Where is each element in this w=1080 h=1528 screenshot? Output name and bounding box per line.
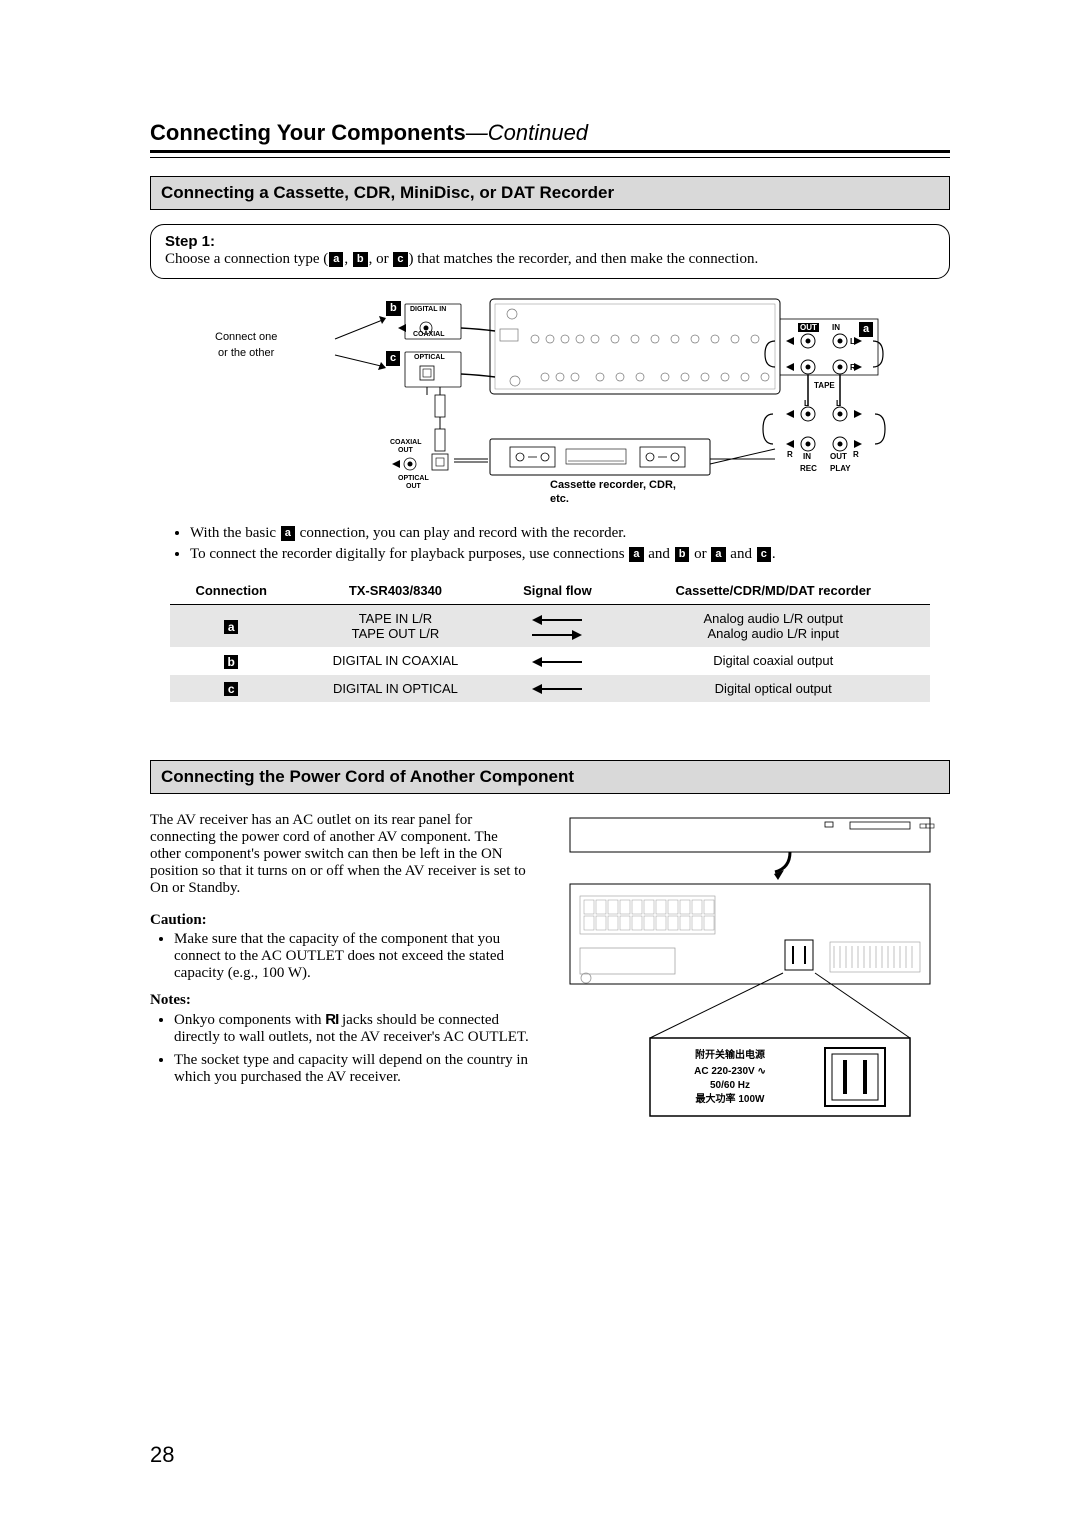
label-play: PLAY: [830, 464, 851, 473]
page-title: Connecting Your Components—Continued: [150, 120, 950, 146]
bullet-list: With the basic a connection, you can pla…: [170, 525, 950, 563]
bullet2-tag1: a: [629, 547, 643, 562]
tag-c: c: [393, 252, 407, 267]
connection-diagram: Connect one or the other b DIGITAL IN CO…: [210, 289, 890, 519]
caution-label: Caution:: [150, 912, 530, 929]
ac-line2: AC 220-230V ∿: [694, 1066, 766, 1077]
label-l1: L: [850, 337, 855, 346]
label-optical-out2: OUT: [406, 483, 421, 490]
notes-label: Notes:: [150, 992, 530, 1009]
diagram-tag-c: c: [386, 351, 400, 366]
label-coaxial-out: COAXIAL: [390, 439, 422, 446]
label-or-other: or the other: [218, 347, 274, 359]
label-out: OUT: [798, 323, 819, 332]
connection-table: Connection TX-SR403/8340 Signal flow Cas…: [170, 577, 930, 702]
row3-signal: [498, 675, 616, 703]
table-row: b DIGITAL IN COAXIAL Digital coaxial out…: [170, 647, 930, 675]
label-in: IN: [832, 323, 840, 332]
row3-rec: Digital optical output: [616, 675, 930, 703]
title-continued: —Continued: [466, 120, 588, 145]
row1-tx-l2: TAPE OUT L/R: [352, 626, 440, 641]
row2-rec: Digital coaxial output: [616, 647, 930, 675]
bullet2-and2: and: [727, 546, 756, 562]
label-optical: OPTICAL: [414, 354, 445, 361]
row3-tx: DIGITAL IN OPTICAL: [292, 675, 498, 703]
th-connection: Connection: [170, 577, 292, 605]
step-comma2: , or: [369, 251, 393, 267]
th-signal: Signal flow: [498, 577, 616, 605]
table-row: a TAPE IN L/RTAPE OUT L/R Analog audio L…: [170, 605, 930, 648]
page-number: 28: [150, 1442, 174, 1468]
bullet2-and1: and: [645, 546, 674, 562]
ac-line3: 50/60 Hz: [710, 1080, 750, 1091]
note1-a: Onkyo components with: [174, 1012, 325, 1028]
bullet2-or: or: [690, 546, 710, 562]
label-etc: etc.: [550, 493, 569, 505]
bullet1-text-b: connection, you can play and record with…: [296, 525, 626, 541]
label-connect-one: Connect one: [215, 331, 277, 343]
bullet2-text-a: To connect the recorder digitally for pl…: [190, 546, 628, 562]
row2-signal: [498, 647, 616, 675]
step-text-before: Choose a connection type (: [165, 251, 328, 267]
label-cassette: Cassette recorder, CDR,: [550, 479, 676, 491]
table-row: c DIGITAL IN OPTICAL Digital optical out…: [170, 675, 930, 703]
bullet2-tag2: b: [675, 547, 690, 562]
section-header-1: Connecting a Cassette, CDR, MiniDisc, or…: [150, 176, 950, 210]
bullet-2: To connect the recorder digitally for pl…: [190, 546, 950, 563]
title-rule: [150, 150, 950, 158]
label-out2: OUT: [830, 452, 847, 461]
label-tape: TAPE: [814, 381, 835, 390]
th-model: TX-SR403/8340: [292, 577, 498, 605]
ac-outlet-diagram: 附开关输出电源 AC 220-230V ∿ 50/60 Hz 最大功率 100W: [550, 808, 950, 1128]
bullet1-tag: a: [281, 526, 295, 541]
tag-b: b: [353, 252, 368, 267]
label-coaxial-out2: OUT: [398, 447, 413, 454]
label-l3: L: [836, 399, 841, 408]
note-1: Onkyo components with RI jacks should be…: [174, 1011, 530, 1046]
row1-rec-l2: Analog audio L/R input: [707, 626, 839, 641]
bullet-1: With the basic a connection, you can pla…: [190, 525, 950, 542]
caution-bullet: Make sure that the capacity of the compo…: [174, 931, 530, 982]
step-text-after: ) that matches the recorder, and then ma…: [409, 251, 759, 267]
step-label: Step 1:: [165, 233, 215, 250]
label-in2: IN: [803, 452, 811, 461]
diagram-tag-a: a: [859, 322, 873, 337]
row1-rec-l1: Analog audio L/R output: [703, 611, 843, 626]
bullet2-end: .: [772, 546, 776, 562]
ri-icon: RI: [325, 1011, 338, 1028]
bullet1-text-a: With the basic: [190, 525, 280, 541]
title-main: Connecting Your Components: [150, 120, 466, 145]
tag-a: a: [329, 252, 343, 267]
th-recorder: Cassette/CDR/MD/DAT recorder: [616, 577, 930, 605]
diagram-tag-b: b: [386, 301, 401, 316]
label-rec: REC: [800, 464, 817, 473]
row1-conn: a: [224, 620, 238, 634]
note-2: The socket type and capacity will depend…: [174, 1052, 530, 1086]
step-box: Step 1: Choose a connection type (a, b, …: [150, 224, 950, 279]
bullet2-tag3: a: [711, 547, 725, 562]
label-r1: R: [850, 363, 856, 372]
label-r2: R: [787, 450, 793, 459]
label-l2: L: [804, 399, 809, 408]
row2-conn: b: [224, 655, 238, 669]
label-optical-out: OPTICAL: [398, 475, 429, 482]
bullet2-tag4: c: [757, 547, 771, 562]
row2-tx: DIGITAL IN COAXIAL: [292, 647, 498, 675]
row1-signal: [498, 605, 616, 648]
row3-conn: c: [224, 682, 238, 696]
step-comma1: ,: [344, 251, 352, 267]
label-coaxial: COAXIAL: [413, 331, 445, 338]
ac-line1: 附开关输出电源: [695, 1048, 765, 1061]
label-digital-in: DIGITAL IN: [410, 306, 446, 313]
section-header-2: Connecting the Power Cord of Another Com…: [150, 760, 950, 794]
label-r3: R: [853, 450, 859, 459]
section2-paragraph: The AV receiver has an AC outlet on its …: [150, 812, 530, 897]
row1-tx-l1: TAPE IN L/R: [359, 611, 432, 626]
ac-line4: 最大功率 100W: [696, 1092, 765, 1105]
